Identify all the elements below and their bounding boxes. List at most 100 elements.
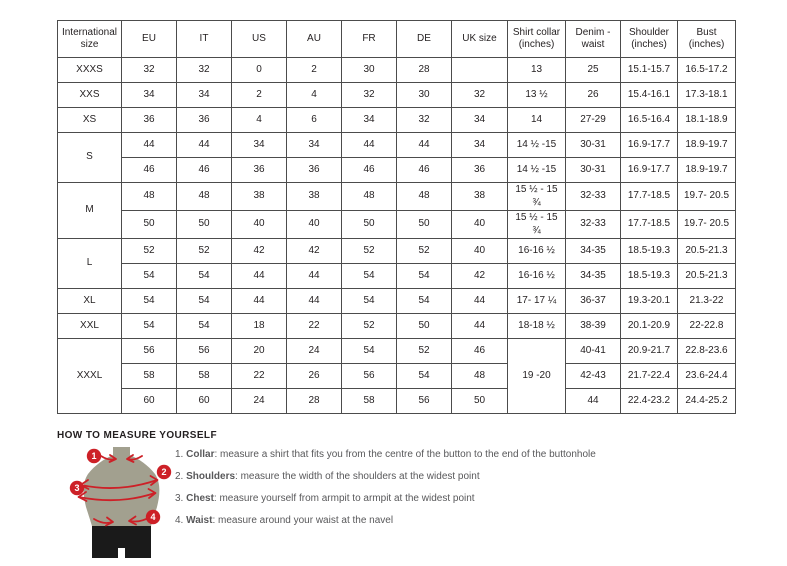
- table-cell: 36: [121, 107, 177, 133]
- table-cell: XXL: [57, 313, 122, 339]
- table-cell: 32-33: [565, 210, 621, 239]
- measure-instruction: 4. Waist: measure around your waist at t…: [175, 515, 596, 527]
- table-cell: 36: [231, 157, 287, 183]
- table-cell: 52: [176, 238, 232, 264]
- table-cell: 54: [396, 288, 452, 314]
- table-cell: 44: [286, 288, 342, 314]
- column-header: UK size: [451, 20, 508, 58]
- table-row: 50 50 40 40 50 50 40 15 ½ - 15 ¾ 32-33 17.7-18.5 1…: [58, 210, 736, 239]
- table-cell: 48: [396, 182, 452, 211]
- table-cell: 54: [341, 263, 397, 289]
- table-cell: 14 ½ -15: [507, 132, 566, 158]
- table-cell: 22.4-23.2: [620, 388, 678, 414]
- table-cell: 6: [286, 107, 342, 133]
- measure-instruction: 1. Collar: measure a shirt that fits you…: [175, 449, 596, 461]
- table-cell: 54: [176, 263, 232, 289]
- table-cell: 22: [286, 313, 342, 339]
- table-cell: 32: [121, 57, 177, 83]
- column-header: IT: [176, 20, 232, 58]
- table-cell: 24: [286, 338, 342, 364]
- table-cell: 2: [286, 57, 342, 83]
- table-cell: XXXS: [57, 57, 122, 83]
- column-header: US: [231, 20, 287, 58]
- table-header-row: International size EU IT US AU FR DE UK size Shi…: [57, 20, 736, 58]
- table-cell: 48: [121, 182, 177, 211]
- table-cell: 19.3-20.1: [620, 288, 678, 314]
- table-cell: 24.4-25.2: [677, 388, 736, 414]
- table-row: XXS 34 34 2 4 32 30 32 13 ½ 26 15.4-16.1 17.3-18.1: [57, 82, 736, 108]
- table-cell: 34: [451, 107, 508, 133]
- table-cell: 13: [507, 57, 566, 83]
- table-cell: 20.5-21.3: [677, 238, 736, 264]
- shoulder-measure-arrow: [80, 479, 158, 489]
- measure-badge-3: [69, 480, 85, 496]
- table-cell: 21.3-22: [677, 288, 736, 314]
- column-header: EU: [121, 20, 177, 58]
- table-cell: 16.9-17.7: [620, 157, 678, 183]
- table-row: XS 36 36 4 6 34 32 34 14 27-29 16.5-16.4 18.1-18.9: [57, 107, 736, 133]
- instruction-number: 4.: [175, 515, 187, 526]
- table-cell: 54: [176, 288, 232, 314]
- table-cell: 36: [451, 157, 508, 183]
- table-cell: 34: [121, 82, 177, 108]
- table-cell: 48: [176, 182, 232, 211]
- table-cell: 36: [176, 107, 232, 133]
- table-cell: L: [57, 238, 122, 289]
- table-row: XXXS 32 32 0 2 30 28 13 25 15.1-15.7 16.5-17.2: [57, 57, 736, 83]
- figure-badges: 1 2 3 4: [69, 448, 172, 525]
- chest-arrowhead: [147, 488, 157, 499]
- table-cell: 40: [451, 210, 508, 239]
- table-cell: 20.1-20.9: [620, 313, 678, 339]
- table-cell: 32-33: [565, 182, 621, 211]
- table-cell: 15 ½ - 15 ¾: [507, 210, 566, 239]
- table-cell: 52: [121, 238, 177, 264]
- measure-badge-1: [86, 448, 102, 464]
- table-cell: 58: [176, 363, 232, 389]
- collar-arrowhead: [126, 454, 135, 463]
- table-cell: 38: [286, 182, 342, 211]
- table-cell: 34: [176, 82, 232, 108]
- column-header: Denim - waist: [565, 20, 621, 58]
- table-cell: 52: [341, 238, 397, 264]
- table-cell: 44: [231, 288, 287, 314]
- table-cell: 54: [396, 263, 452, 289]
- column-header: AU: [286, 20, 342, 58]
- table-cell: 44: [451, 313, 508, 339]
- table-cell: 52: [341, 313, 397, 339]
- table-cell: 21.7-22.4: [620, 363, 678, 389]
- table-cell: 34: [231, 132, 287, 158]
- instruction-number: 2.: [175, 471, 187, 482]
- table-cell: 26: [286, 363, 342, 389]
- table-cell: 16.5-16.4: [620, 107, 678, 133]
- table-cell: 50: [176, 210, 232, 239]
- instruction-text: : measure around your waist at the navel: [212, 515, 394, 526]
- table-cell: 15.4-16.1: [620, 82, 678, 108]
- table-cell: 54: [396, 363, 452, 389]
- table-cell: 18.5-19.3: [620, 238, 678, 264]
- table-cell: 30: [341, 57, 397, 83]
- column-header: Shirt collar (inches): [507, 20, 566, 58]
- table-cell: 0: [231, 57, 287, 83]
- table-cell: 30-31: [565, 157, 621, 183]
- table-cell: 30: [396, 82, 452, 108]
- table-cell: 23.6-24.4: [677, 363, 736, 389]
- table-cell: 58: [121, 363, 177, 389]
- table-cell: 18.1-18.9: [677, 107, 736, 133]
- table-cell: XS: [57, 107, 122, 133]
- table-cell: 52: [396, 338, 452, 364]
- instruction-number: 1.: [175, 449, 187, 460]
- measure-badge-number: 2: [161, 467, 166, 477]
- table-row: 54 54 44 44 54 54 42 16-16 ½ 34-35 18.5-19.3 20.5-…: [58, 263, 736, 289]
- table-cell: 36: [286, 157, 342, 183]
- column-header: DE: [396, 20, 452, 58]
- measure-badge-number: 3: [74, 483, 79, 493]
- table-cell: [451, 57, 508, 83]
- table-cell: 44: [231, 263, 287, 289]
- table-cell: 30-31: [565, 132, 621, 158]
- table-cell: 28: [396, 57, 452, 83]
- table-cell: 44: [121, 132, 177, 158]
- measure-badge-2: [156, 464, 172, 480]
- table-cell: 56: [121, 338, 177, 364]
- table-cell: 58: [341, 388, 397, 414]
